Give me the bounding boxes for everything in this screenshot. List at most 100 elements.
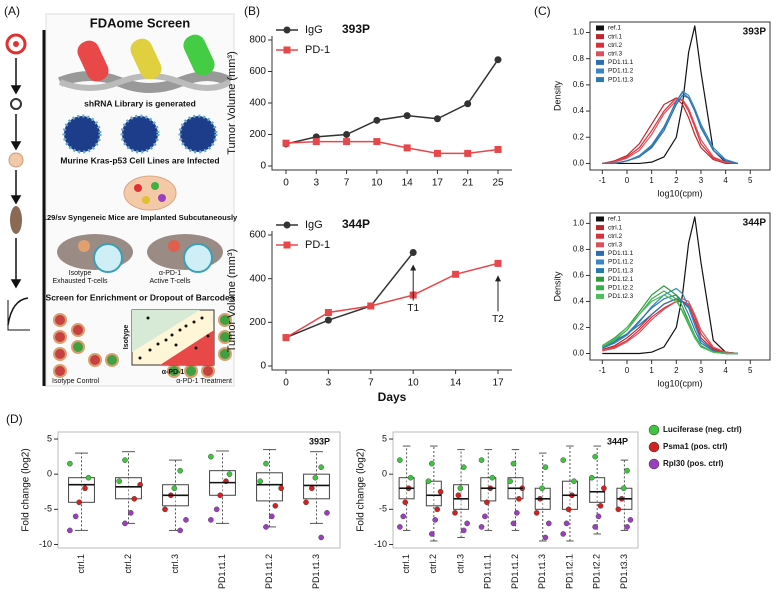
plot-frame: [392, 431, 639, 549]
density-line: [602, 25, 739, 165]
x-axis-label: log10(cpm): [657, 378, 702, 388]
point: [433, 115, 441, 123]
plot-frame: [589, 21, 771, 171]
legend-swatch: [596, 225, 604, 231]
y-tick-label: 0: [260, 161, 266, 172]
panel-label: (B): [244, 4, 260, 18]
chart-title: 344P: [743, 218, 767, 229]
legend-label: IgG: [305, 24, 323, 36]
y-tick-label: 0.2: [573, 323, 585, 332]
point: [457, 485, 464, 492]
density-line: [602, 294, 738, 355]
point: [597, 503, 604, 509]
point: [397, 524, 403, 530]
point: [343, 131, 351, 138]
annotation-arrowhead: [410, 264, 417, 271]
point: [455, 492, 462, 499]
density-line: [602, 216, 739, 355]
legend-label: Rpl30 (pos. ctrl): [663, 459, 724, 468]
point: [257, 478, 263, 485]
point: [588, 474, 595, 481]
x-tick-label: PD1.t3.3: [619, 554, 629, 589]
group-label: α-PD-1 Treatment: [176, 378, 232, 385]
point: [542, 464, 549, 470]
x-tick-label: PD1.t1.3: [537, 554, 547, 589]
x-tick-label: PD1.t1.2: [264, 554, 274, 589]
legend-label: ctrl.1: [608, 33, 622, 40]
density-line: [602, 97, 738, 165]
legend-label: PD1.t1.3: [608, 76, 634, 83]
legend-label: PD1.t2.1: [608, 276, 634, 283]
x-tick-label: 3: [699, 366, 704, 375]
chart-title: 393P: [743, 27, 767, 38]
density-line: [602, 92, 739, 165]
pill: [183, 34, 215, 76]
group-label: Isotype Control: [52, 378, 100, 385]
wells: [53, 313, 232, 378]
point: [318, 534, 324, 541]
axis-line: [271, 231, 512, 371]
x-tick-label: PD1.t1.2: [510, 554, 520, 589]
point: [162, 506, 168, 513]
point: [432, 517, 438, 523]
legend-label: PD1.t1.2: [608, 68, 634, 75]
x-tick-label: ctrl.3: [455, 554, 465, 574]
point: [494, 145, 502, 153]
point: [452, 270, 460, 278]
point: [282, 139, 290, 147]
mouse-label: Isotype: [69, 270, 92, 277]
mouse-label: Exhausted T-cells: [52, 278, 108, 285]
point: [484, 499, 490, 506]
legend-label: IgG: [305, 219, 323, 231]
x-axis-label: log10(cpm): [657, 188, 702, 198]
x-tick-label: 4: [723, 176, 728, 185]
point: [425, 478, 432, 485]
legend-label: PD-1: [305, 239, 330, 251]
legend-marker: [283, 221, 291, 229]
point: [514, 510, 520, 516]
point: [324, 510, 330, 516]
y-tick-label: 0.6: [573, 80, 585, 89]
point: [82, 485, 88, 492]
inset: [131, 309, 215, 366]
point: [116, 478, 122, 485]
legend-marker: [283, 46, 291, 54]
chart-title: 393P: [342, 22, 370, 36]
legend-label: PD1.t1.3: [608, 267, 634, 274]
point: [177, 527, 183, 534]
series-line: [285, 262, 499, 339]
point: [478, 524, 485, 530]
y-tick-label: 800: [249, 35, 266, 46]
x-tick-label: 0: [283, 378, 289, 389]
x-tick-label: PD1.t1.1: [483, 554, 493, 589]
point: [303, 499, 309, 506]
point: [213, 506, 220, 513]
legend-label: PD1.t1.1: [608, 59, 634, 66]
y-tick-label: 400: [249, 273, 266, 284]
y-tick-label: -10: [374, 539, 387, 549]
y-tick-label: 0: [382, 469, 387, 479]
legend-label: ctrl.2: [608, 42, 622, 49]
point: [343, 138, 351, 146]
x-tick-label: 3: [314, 178, 320, 189]
point: [282, 334, 290, 342]
x-tick-label: 0: [625, 176, 630, 185]
point: [409, 248, 417, 256]
density-line: [602, 300, 739, 355]
y-tick-label: 0.6: [573, 271, 585, 280]
legend-marker: [283, 26, 291, 34]
x-tick-label: 4: [723, 366, 728, 375]
y-axis-label: Density: [552, 80, 562, 111]
icon: [5, 33, 27, 55]
legend-label: ctrl.2: [608, 233, 622, 240]
point: [478, 457, 485, 463]
point: [460, 464, 467, 470]
legend-label: Psma1 (pos. ctrl): [663, 442, 728, 451]
point: [171, 485, 178, 492]
point: [592, 524, 598, 530]
point: [402, 499, 409, 506]
series-line: [285, 140, 499, 155]
y-tick-label: 0.8: [573, 54, 585, 63]
cell-cluster: [123, 175, 177, 211]
